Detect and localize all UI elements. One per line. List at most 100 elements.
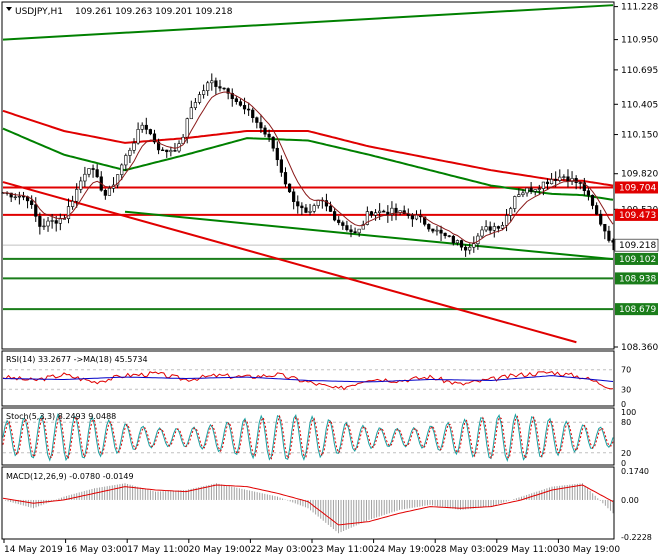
- candle-body: [611, 240, 615, 243]
- candle-body: [554, 179, 558, 181]
- candle-body: [17, 195, 21, 198]
- stoch-tick-label: 0: [621, 459, 626, 468]
- rsi-tick-label: 30: [621, 385, 631, 394]
- rsi-tick-label: 0: [621, 400, 626, 409]
- candle-body: [386, 211, 390, 215]
- candle-body: [504, 215, 509, 226]
- candle-body: [79, 180, 83, 190]
- candle-body: [390, 207, 394, 215]
- price-tick-label: 108.360: [621, 343, 658, 353]
- stoch-lines: [2, 413, 614, 462]
- moving-averages: [2, 109, 614, 201]
- candle-body: [189, 107, 193, 120]
- candle-body: [279, 159, 283, 173]
- candle-body: [222, 87, 226, 90]
- candle-body: [148, 129, 152, 135]
- candle-body: [443, 232, 447, 237]
- candle-body: [300, 205, 304, 209]
- time-tick-label: 30 May 19:00: [558, 545, 620, 555]
- trend-line: [124, 210, 614, 261]
- candle-body: [590, 194, 595, 206]
- macd-signal-polyline: [2, 484, 614, 526]
- price-tick-label: 109.820: [621, 170, 658, 180]
- candle-body: [337, 219, 341, 223]
- time-tick-label: 22 May 03:00: [250, 545, 312, 555]
- price-label-box: [614, 238, 659, 252]
- price-label-box: [615, 303, 658, 316]
- candle-body: [496, 226, 500, 229]
- candle-body: [230, 92, 234, 100]
- candle-body: [156, 141, 161, 151]
- candle-body: [578, 182, 582, 184]
- candles: [1, 73, 615, 257]
- price-tick-label: 111.228: [621, 3, 658, 13]
- collapse-triangle-icon[interactable]: [6, 7, 12, 11]
- ma-red-line: [2, 109, 614, 187]
- candle-body: [451, 235, 455, 244]
- candle-body: [91, 168, 95, 170]
- price-labels: 109.704 109.473 109.218 109.102 108.938 108.6…: [614, 181, 659, 316]
- time-tick-label: 24 May 19:00: [374, 545, 436, 555]
- candle-body: [603, 223, 607, 232]
- candle-body: [165, 149, 169, 153]
- candle-body: [357, 228, 361, 234]
- candle-body: [423, 216, 427, 225]
- candle-body: [66, 206, 71, 219]
- price-label: 109.218: [619, 241, 656, 251]
- price-label-box: [615, 252, 658, 265]
- candle-body: [107, 188, 112, 196]
- price-tick-label: 110.150: [621, 131, 658, 141]
- ma-green-line: [2, 127, 614, 201]
- candle-body: [34, 204, 38, 217]
- candle-body: [226, 88, 230, 94]
- candle-body: [95, 169, 99, 178]
- candle-body: [140, 124, 144, 130]
- candle-body: [492, 226, 496, 231]
- time-tick-label: 17 May 11:00: [127, 545, 189, 555]
- candle-body: [193, 102, 198, 109]
- candle-body: [402, 210, 406, 215]
- candle-body: [410, 215, 414, 220]
- candle-body: [509, 208, 513, 216]
- candle-body: [562, 176, 566, 178]
- candle-body: [120, 164, 124, 175]
- stoch-title: Stoch(5,3,3) 8.2493 9.0488: [6, 412, 116, 421]
- candle-body: [255, 117, 259, 123]
- candle-body: [197, 94, 202, 103]
- price-label: 108.938: [619, 274, 656, 284]
- candle-body: [517, 194, 521, 197]
- candle-body: [152, 133, 157, 143]
- candle-body: [513, 196, 517, 209]
- candle-body: [38, 216, 42, 227]
- macd-signal-line: [2, 484, 614, 526]
- candle-body: [275, 147, 279, 161]
- stoch-tick-label: 20: [621, 449, 631, 458]
- candle-body: [308, 211, 312, 213]
- candle-body: [242, 105, 247, 110]
- candle-body: [214, 80, 218, 87]
- candle-body: [435, 229, 439, 232]
- price-axis: 111.228 110.950 110.695 110.405 110.150 109.8…: [614, 3, 658, 353]
- candle-body: [439, 229, 443, 234]
- main-panel-frame: [1, 1, 615, 350]
- candle-body: [263, 127, 267, 135]
- candle-body: [394, 207, 398, 213]
- candle-body: [234, 98, 238, 102]
- trend-lines: [2, 4, 614, 344]
- candle-body: [566, 176, 570, 182]
- candle-body: [271, 136, 275, 149]
- candle-body: [58, 218, 62, 224]
- symbol-label: USDJPY,H1: [15, 7, 63, 17]
- macd-histogram: [5, 483, 614, 534]
- candle-body: [488, 226, 492, 231]
- time-tick-label: 16 May 03:00: [66, 545, 128, 555]
- rsi-title: RSI(14) 33.2677 ->MA(18) 45.5734: [6, 355, 148, 364]
- candle-body: [42, 225, 46, 228]
- candle-body: [161, 149, 165, 152]
- candle-body: [607, 230, 611, 241]
- candle-body: [169, 150, 173, 153]
- time-tick-label: 28 May 03:00: [435, 545, 497, 555]
- price-label: 108.679: [619, 305, 656, 315]
- candle-body: [468, 246, 472, 251]
